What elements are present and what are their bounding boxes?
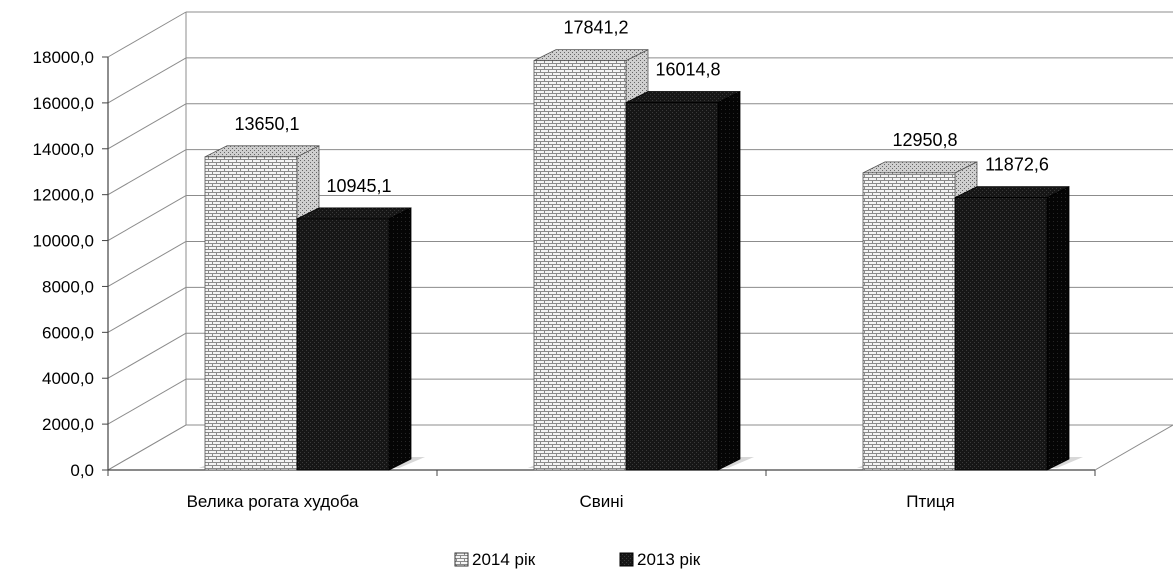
legend-swatch: [619, 552, 634, 567]
data-label: 13650,1: [234, 114, 299, 134]
bar-side-face: [388, 207, 412, 471]
bar-front-face: [296, 218, 390, 471]
y-tick-label: 14000,0: [33, 140, 94, 159]
bar-series-2: [625, 90, 741, 471]
gridline-side: [107, 241, 187, 287]
bars: [199, 48, 1083, 471]
data-label: 16014,8: [655, 60, 720, 80]
data-label: 17841,2: [563, 18, 628, 38]
y-tick-label: 6000,0: [42, 323, 94, 342]
bar-series-2: [954, 185, 1070, 471]
gridline-side: [107, 286, 187, 333]
legend-item-2: 2013 рік: [619, 550, 701, 569]
gridline-side: [107, 149, 187, 196]
y-tick-label: 18000,0: [33, 48, 94, 67]
data-label: 11872,6: [985, 155, 1049, 175]
bar-front-face: [862, 172, 956, 471]
bar-front-face: [625, 102, 719, 471]
x-category-label: Свині: [580, 492, 624, 511]
data-label: 10945,1: [326, 176, 391, 196]
gridline-side: [107, 103, 187, 150]
bar-front-face: [533, 60, 627, 471]
y-tick-label: 0,0: [70, 461, 94, 480]
gridline-side: [107, 57, 187, 104]
bar-side-face: [717, 90, 741, 471]
x-category-label: Велика рогата худоба: [187, 492, 359, 511]
y-tick-label: 8000,0: [42, 277, 94, 296]
legend-label: 2014 рік: [472, 550, 536, 569]
bar-front-face: [954, 197, 1048, 471]
bar-side-face: [1046, 185, 1070, 471]
data-label: 12950,8: [892, 130, 957, 150]
x-category-label: Птиця: [906, 492, 954, 511]
y-tick-label: 16000,0: [33, 94, 94, 113]
y-tick-label: 2000,0: [42, 415, 94, 434]
y-tick-label: 10000,0: [33, 232, 94, 251]
bar-series-2: [296, 207, 412, 471]
legend-item-1: 2014 рік: [454, 550, 536, 569]
y-tick-label: 4000,0: [42, 369, 94, 388]
gridline-side: [107, 378, 187, 425]
y-tick-label: 12000,0: [33, 186, 94, 205]
labels: 0,0 2000,0 4000,0 6000,0 8000,0 10000,0 12000,…: [33, 18, 1049, 511]
gridline-side: [107, 11, 187, 58]
legend: 2014 рік 2013 рік: [454, 550, 701, 569]
gridline-side: [107, 332, 187, 379]
gridline-side: [107, 195, 187, 241]
legend-label: 2013 рік: [637, 550, 701, 569]
legend-swatch: [454, 552, 469, 567]
bar-front-face: [204, 156, 298, 471]
